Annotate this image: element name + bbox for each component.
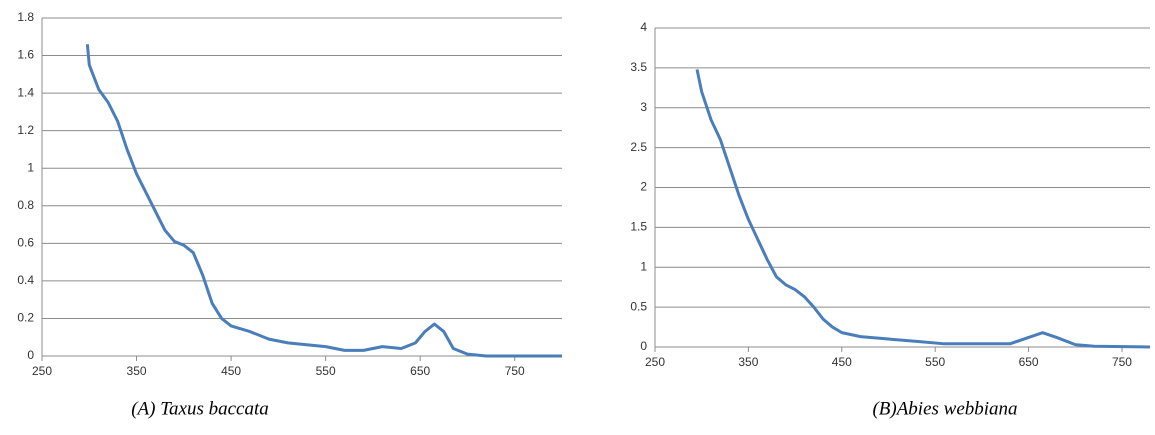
- x-tick-label: 650: [410, 364, 430, 378]
- y-tick-label: 0.6: [17, 236, 34, 250]
- y-tick-label: 0.5: [630, 299, 647, 313]
- data-line: [85, 44, 562, 358]
- x-tick-label: 450: [221, 364, 241, 378]
- y-tick-label: 2.5: [630, 140, 647, 154]
- x-tick-label: 750: [1112, 355, 1132, 369]
- x-tick-label: 250: [645, 355, 665, 369]
- x-tick-label: 550: [925, 355, 945, 369]
- x-tick-label: 750: [505, 364, 525, 378]
- x-tick-label: 250: [32, 364, 52, 378]
- x-tick-label: 350: [738, 355, 758, 369]
- y-tick-label: 0.2: [17, 311, 34, 325]
- y-tick-label: 2: [640, 180, 647, 194]
- x-tick-label: 450: [832, 355, 852, 369]
- y-tick-label: 1: [27, 160, 34, 174]
- y-tick-label: 1: [640, 259, 647, 273]
- y-tick-label: 0: [27, 348, 34, 362]
- y-tick-label: 1.6: [17, 48, 34, 62]
- y-tick-label: 3.5: [630, 60, 647, 74]
- x-tick-label: 650: [1019, 355, 1039, 369]
- y-tick-label: 4: [640, 20, 647, 34]
- y-tick-label: 1.2: [17, 123, 34, 137]
- x-tick-label: 350: [127, 364, 147, 378]
- caption: (A) Taxus baccata: [131, 398, 269, 419]
- x-tick-label: 550: [316, 364, 336, 378]
- y-tick-label: 0: [640, 339, 647, 353]
- y-tick-label: 0.4: [17, 273, 34, 287]
- caption: (B)Abies webbiana: [872, 398, 1017, 419]
- y-tick-label: 1.4: [17, 85, 34, 99]
- y-tick-label: 3: [640, 100, 647, 114]
- data-line: [695, 69, 1151, 349]
- y-tick-label: 0.8: [17, 198, 34, 212]
- y-tick-label: 1.5: [630, 220, 647, 234]
- y-tick-label: 1.8: [17, 10, 34, 24]
